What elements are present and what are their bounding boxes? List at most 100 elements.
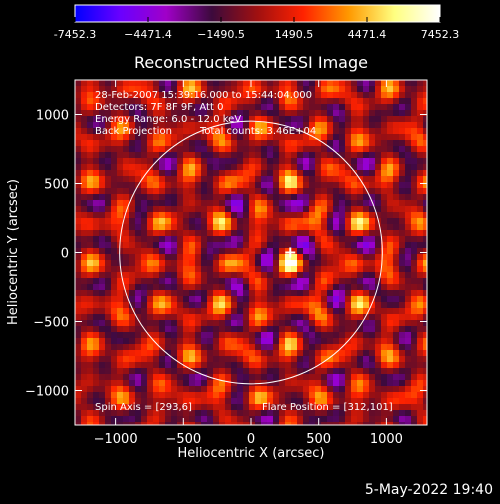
- heatmap-cell: [375, 344, 382, 351]
- heatmap-cell: [81, 98, 88, 105]
- heatmap-cell: [363, 110, 370, 117]
- heatmap-cell: [357, 218, 364, 225]
- heatmap-cell: [99, 350, 106, 357]
- heatmap-cell: [177, 404, 184, 411]
- heatmap-cell: [153, 386, 160, 393]
- heatmap-cell: [87, 332, 94, 339]
- heatmap-cell: [81, 380, 88, 387]
- heatmap-cell: [117, 296, 124, 303]
- heatmap-cell: [393, 338, 400, 345]
- heatmap-cell: [351, 218, 358, 225]
- heatmap-cell: [225, 134, 232, 141]
- heatmap-cell: [315, 380, 322, 387]
- heatmap-cell: [183, 380, 190, 387]
- heatmap-cell: [123, 218, 130, 225]
- heatmap-cell: [141, 266, 148, 273]
- heatmap-cell: [171, 410, 178, 417]
- heatmap-cell: [381, 80, 388, 87]
- heatmap-cell: [159, 122, 166, 129]
- heatmap-cell: [261, 170, 268, 177]
- heatmap-cell: [375, 260, 382, 267]
- heatmap-cell: [327, 176, 334, 183]
- heatmap-cell: [201, 290, 208, 297]
- heatmap-cell: [321, 392, 328, 399]
- heatmap-cell: [387, 272, 394, 279]
- heatmap-cell: [423, 302, 427, 309]
- heatmap-cell: [159, 200, 166, 207]
- heatmap-cell: [99, 104, 106, 111]
- y-tick-label: 500: [44, 178, 69, 193]
- heatmap-cell: [99, 140, 106, 147]
- heatmap-cell: [135, 290, 142, 297]
- heatmap-cell: [321, 218, 328, 225]
- heatmap-cell: [135, 386, 142, 393]
- heatmap-cell: [147, 218, 154, 225]
- heatmap-cell: [195, 122, 202, 129]
- heatmap-cell: [219, 410, 226, 417]
- heatmap-cell: [255, 92, 262, 99]
- heatmap-cell: [339, 374, 346, 381]
- heatmap-cell: [189, 140, 196, 147]
- heatmap-cell: [147, 164, 154, 171]
- heatmap-cell: [261, 80, 268, 87]
- heatmap-cell: [267, 254, 274, 261]
- heatmap-cell: [375, 92, 382, 99]
- heatmap-cell: [375, 98, 382, 105]
- heatmap-cell: [315, 140, 322, 147]
- heatmap-cell: [81, 368, 88, 375]
- heatmap-cell: [231, 194, 238, 201]
- heatmap-cell: [129, 320, 136, 327]
- heatmap-cell: [381, 200, 388, 207]
- heatmap-cell: [225, 86, 232, 93]
- heatmap-cell: [273, 284, 280, 291]
- heatmap-cell: [93, 170, 100, 177]
- heatmap-cell: [327, 116, 334, 123]
- heatmap-cell: [99, 212, 106, 219]
- heatmap-cell: [267, 332, 274, 339]
- heatmap-cell: [249, 230, 256, 237]
- heatmap-cell: [147, 230, 154, 237]
- heatmap-cell: [75, 260, 82, 267]
- heatmap-cell: [285, 176, 292, 183]
- heatmap-cell: [141, 260, 148, 267]
- heatmap-cell: [249, 272, 256, 279]
- heatmap-cell: [303, 110, 310, 117]
- heatmap-cell: [351, 320, 358, 327]
- heatmap-cell: [219, 164, 226, 171]
- heatmap-cell: [147, 272, 154, 279]
- heatmap-cell: [165, 362, 172, 369]
- heatmap-cell: [291, 422, 298, 425]
- heatmap-cell: [327, 92, 334, 99]
- heatmap-cell: [129, 116, 136, 123]
- heatmap-cell: [105, 182, 112, 189]
- heatmap-cell: [93, 284, 100, 291]
- heatmap-cell: [75, 314, 82, 321]
- heatmap-cell: [267, 338, 274, 345]
- heatmap-cell: [393, 254, 400, 261]
- heatmap-cell: [243, 332, 250, 339]
- annotation-detectors: Detectors: 7F 8F 9F, Att 0: [95, 102, 223, 113]
- heatmap-cell: [327, 86, 334, 93]
- heatmap-cell: [117, 368, 124, 375]
- heatmap-cell: [213, 122, 220, 129]
- heatmap-cell: [399, 344, 406, 351]
- heatmap-cell: [285, 134, 292, 141]
- heatmap-cell: [237, 128, 244, 135]
- heatmap-cell: [339, 134, 346, 141]
- heatmap-cell: [123, 392, 130, 399]
- heatmap-cell: [309, 308, 316, 315]
- heatmap-cell: [303, 92, 310, 99]
- heatmap-cell: [291, 314, 298, 321]
- heatmap-cell: [363, 380, 370, 387]
- heatmap-cell: [423, 338, 427, 345]
- heatmap-cell: [273, 128, 280, 135]
- heatmap-cell: [399, 218, 406, 225]
- heatmap-cell: [105, 296, 112, 303]
- heatmap-cell: [339, 128, 346, 135]
- heatmap-cell: [417, 212, 424, 219]
- heatmap-cell: [81, 416, 88, 423]
- heatmap-cell: [237, 86, 244, 93]
- heatmap-cell: [375, 398, 382, 405]
- heatmap-cell: [249, 122, 256, 129]
- heatmap-cell: [351, 344, 358, 351]
